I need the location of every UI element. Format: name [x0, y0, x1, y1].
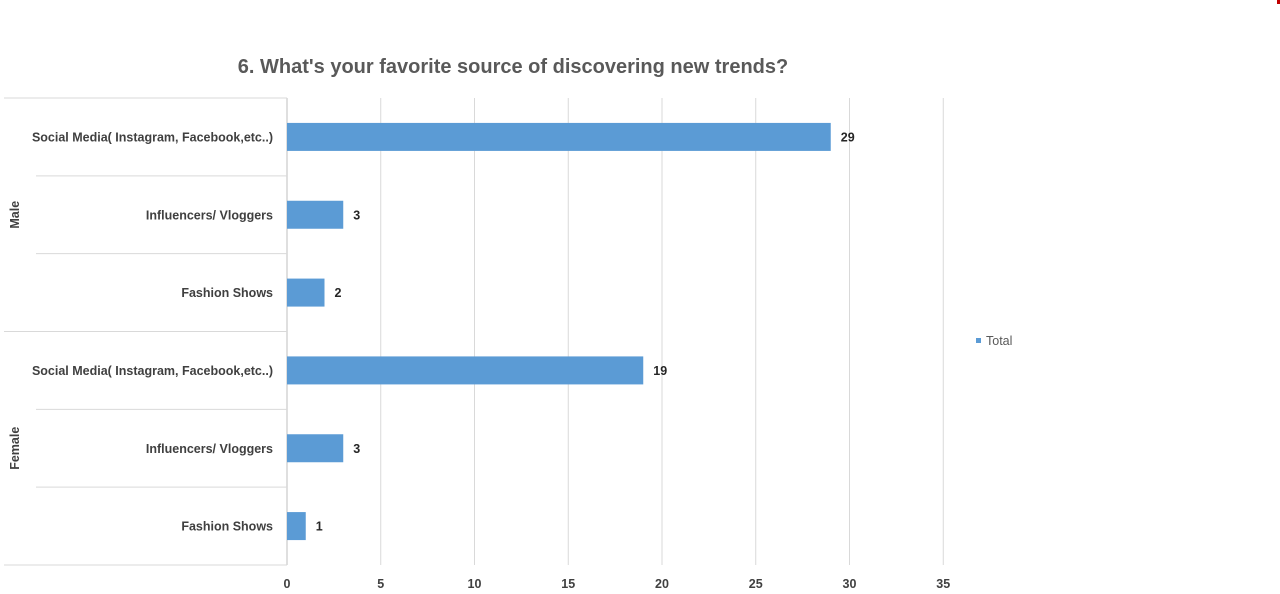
x-tick-label: 5: [377, 577, 384, 591]
category-label: Fashion Shows: [181, 520, 273, 534]
legend-label: Total: [986, 334, 1012, 348]
category-label: Social Media( Instagram, Facebook,etc..): [32, 364, 273, 378]
group-label-female: Female: [8, 427, 22, 470]
x-tick-label: 15: [561, 577, 575, 591]
category-label: Social Media( Instagram, Facebook,etc..): [32, 130, 273, 144]
data-label: 3: [353, 442, 360, 456]
corner-mark: [1277, 0, 1280, 4]
data-label: 19: [653, 364, 667, 378]
x-tick-label: 0: [284, 577, 291, 591]
x-tick-label: 30: [843, 577, 857, 591]
data-label: 3: [353, 208, 360, 222]
axis-frame: [4, 97, 288, 566]
category-label: Influencers/ Vloggers: [146, 208, 273, 222]
x-tick-label: 25: [749, 577, 763, 591]
bar-female-0: [287, 356, 644, 385]
data-label: 2: [335, 286, 342, 300]
chart-title: 6. What's your favorite source of discov…: [238, 56, 788, 78]
data-label: 1: [316, 520, 323, 534]
bar-male-1: [287, 200, 344, 229]
bars: [287, 122, 831, 541]
data-label: 29: [841, 130, 855, 144]
bar-female-1: [287, 434, 344, 463]
legend-swatch: [976, 338, 981, 343]
labels: 0 5 10 15 20 25 30 35 Social Media( Instagram, F…: [8, 130, 950, 591]
x-tick-label: 10: [468, 577, 482, 591]
x-tick-label: 20: [655, 577, 669, 591]
bar-male-0: [287, 122, 831, 151]
group-label-male: Male: [8, 201, 22, 229]
x-tick-label: 35: [936, 577, 950, 591]
category-label: Influencers/ Vloggers: [146, 442, 273, 456]
category-label: Fashion Shows: [181, 286, 273, 300]
gridlines: [380, 98, 944, 565]
bar-female-2: [287, 512, 306, 541]
bar-male-2: [287, 278, 325, 307]
legend: Total: [976, 334, 1012, 348]
